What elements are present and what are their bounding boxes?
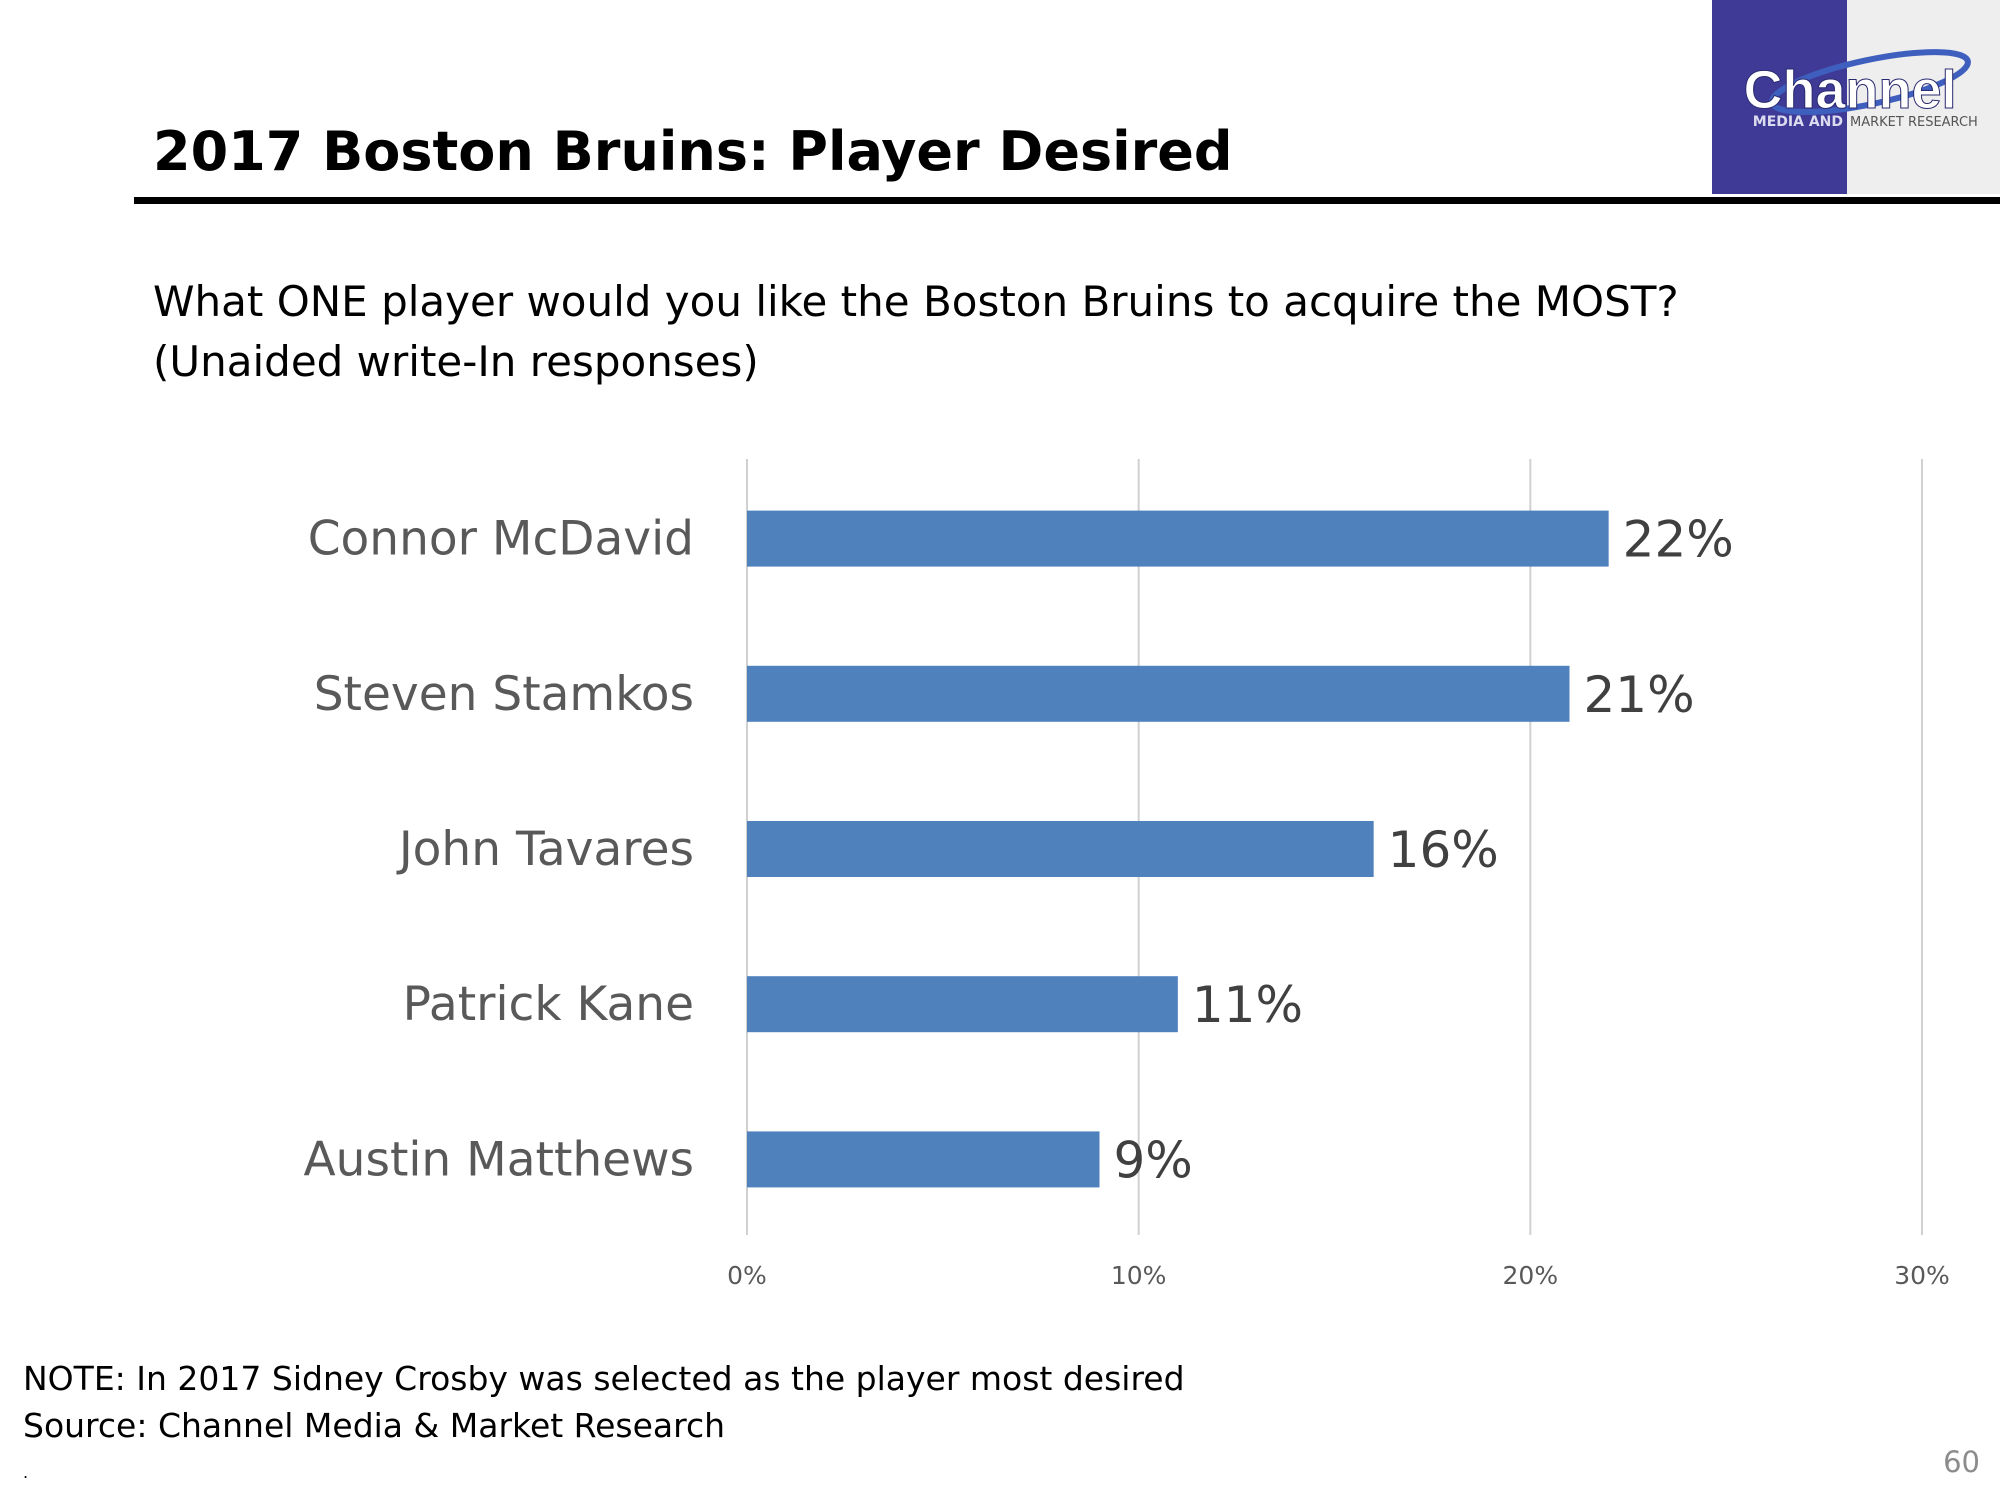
source: Source: Channel Media & Market Research — [23, 1406, 725, 1445]
x-tick-label: 10% — [1111, 1261, 1167, 1290]
logo-swoosh — [1769, 49, 1971, 115]
title: 2017 Boston Bruins: Player Desired — [153, 120, 1233, 183]
value-label: 21% — [1584, 666, 1695, 724]
logo-box — [1712, 0, 1847, 194]
title-rule — [134, 197, 2000, 204]
value-label: 22% — [1623, 511, 1734, 569]
note: NOTE: In 2017 Sidney Crosby was selected… — [23, 1359, 1185, 1398]
bar — [747, 976, 1178, 1033]
page-number: 60 — [1943, 1445, 1980, 1479]
bar — [747, 821, 1374, 877]
x-tick-label: 30% — [1894, 1261, 1950, 1290]
logo-tagline: MEDIA AND — [1753, 114, 1843, 130]
question: What ONE player would you like the Bosto… — [153, 277, 1679, 326]
y-tick-label: Patrick Kane — [403, 977, 694, 1032]
chart: 0% 10% 20% 30% Connor McDavid 22% Steven Stamk… — [304, 459, 1950, 1290]
y-tick-label: John Tavares — [396, 822, 694, 877]
mark: . — [23, 1463, 28, 1482]
value-label: 11% — [1192, 976, 1303, 1034]
y-tick-label: Austin Matthews — [304, 1132, 694, 1187]
bar — [747, 510, 1609, 567]
x-tick-label: 20% — [1503, 1261, 1559, 1290]
question: (Unaided write-In responses) — [153, 337, 759, 386]
y-tick-label: Steven Stamkos — [314, 667, 694, 722]
bar — [747, 665, 1570, 722]
bar — [747, 1131, 1100, 1188]
value-label: 9% — [1114, 1131, 1193, 1189]
y-tick-label: Connor McDavid — [308, 512, 694, 567]
logo-tagline: MARKET RESEARCH — [1850, 115, 1978, 130]
value-label: 16% — [1388, 821, 1499, 879]
logo-box-right — [1847, 0, 2000, 194]
x-tick-label: 0% — [727, 1261, 767, 1290]
logo-name: Channel — [1743, 60, 1956, 120]
